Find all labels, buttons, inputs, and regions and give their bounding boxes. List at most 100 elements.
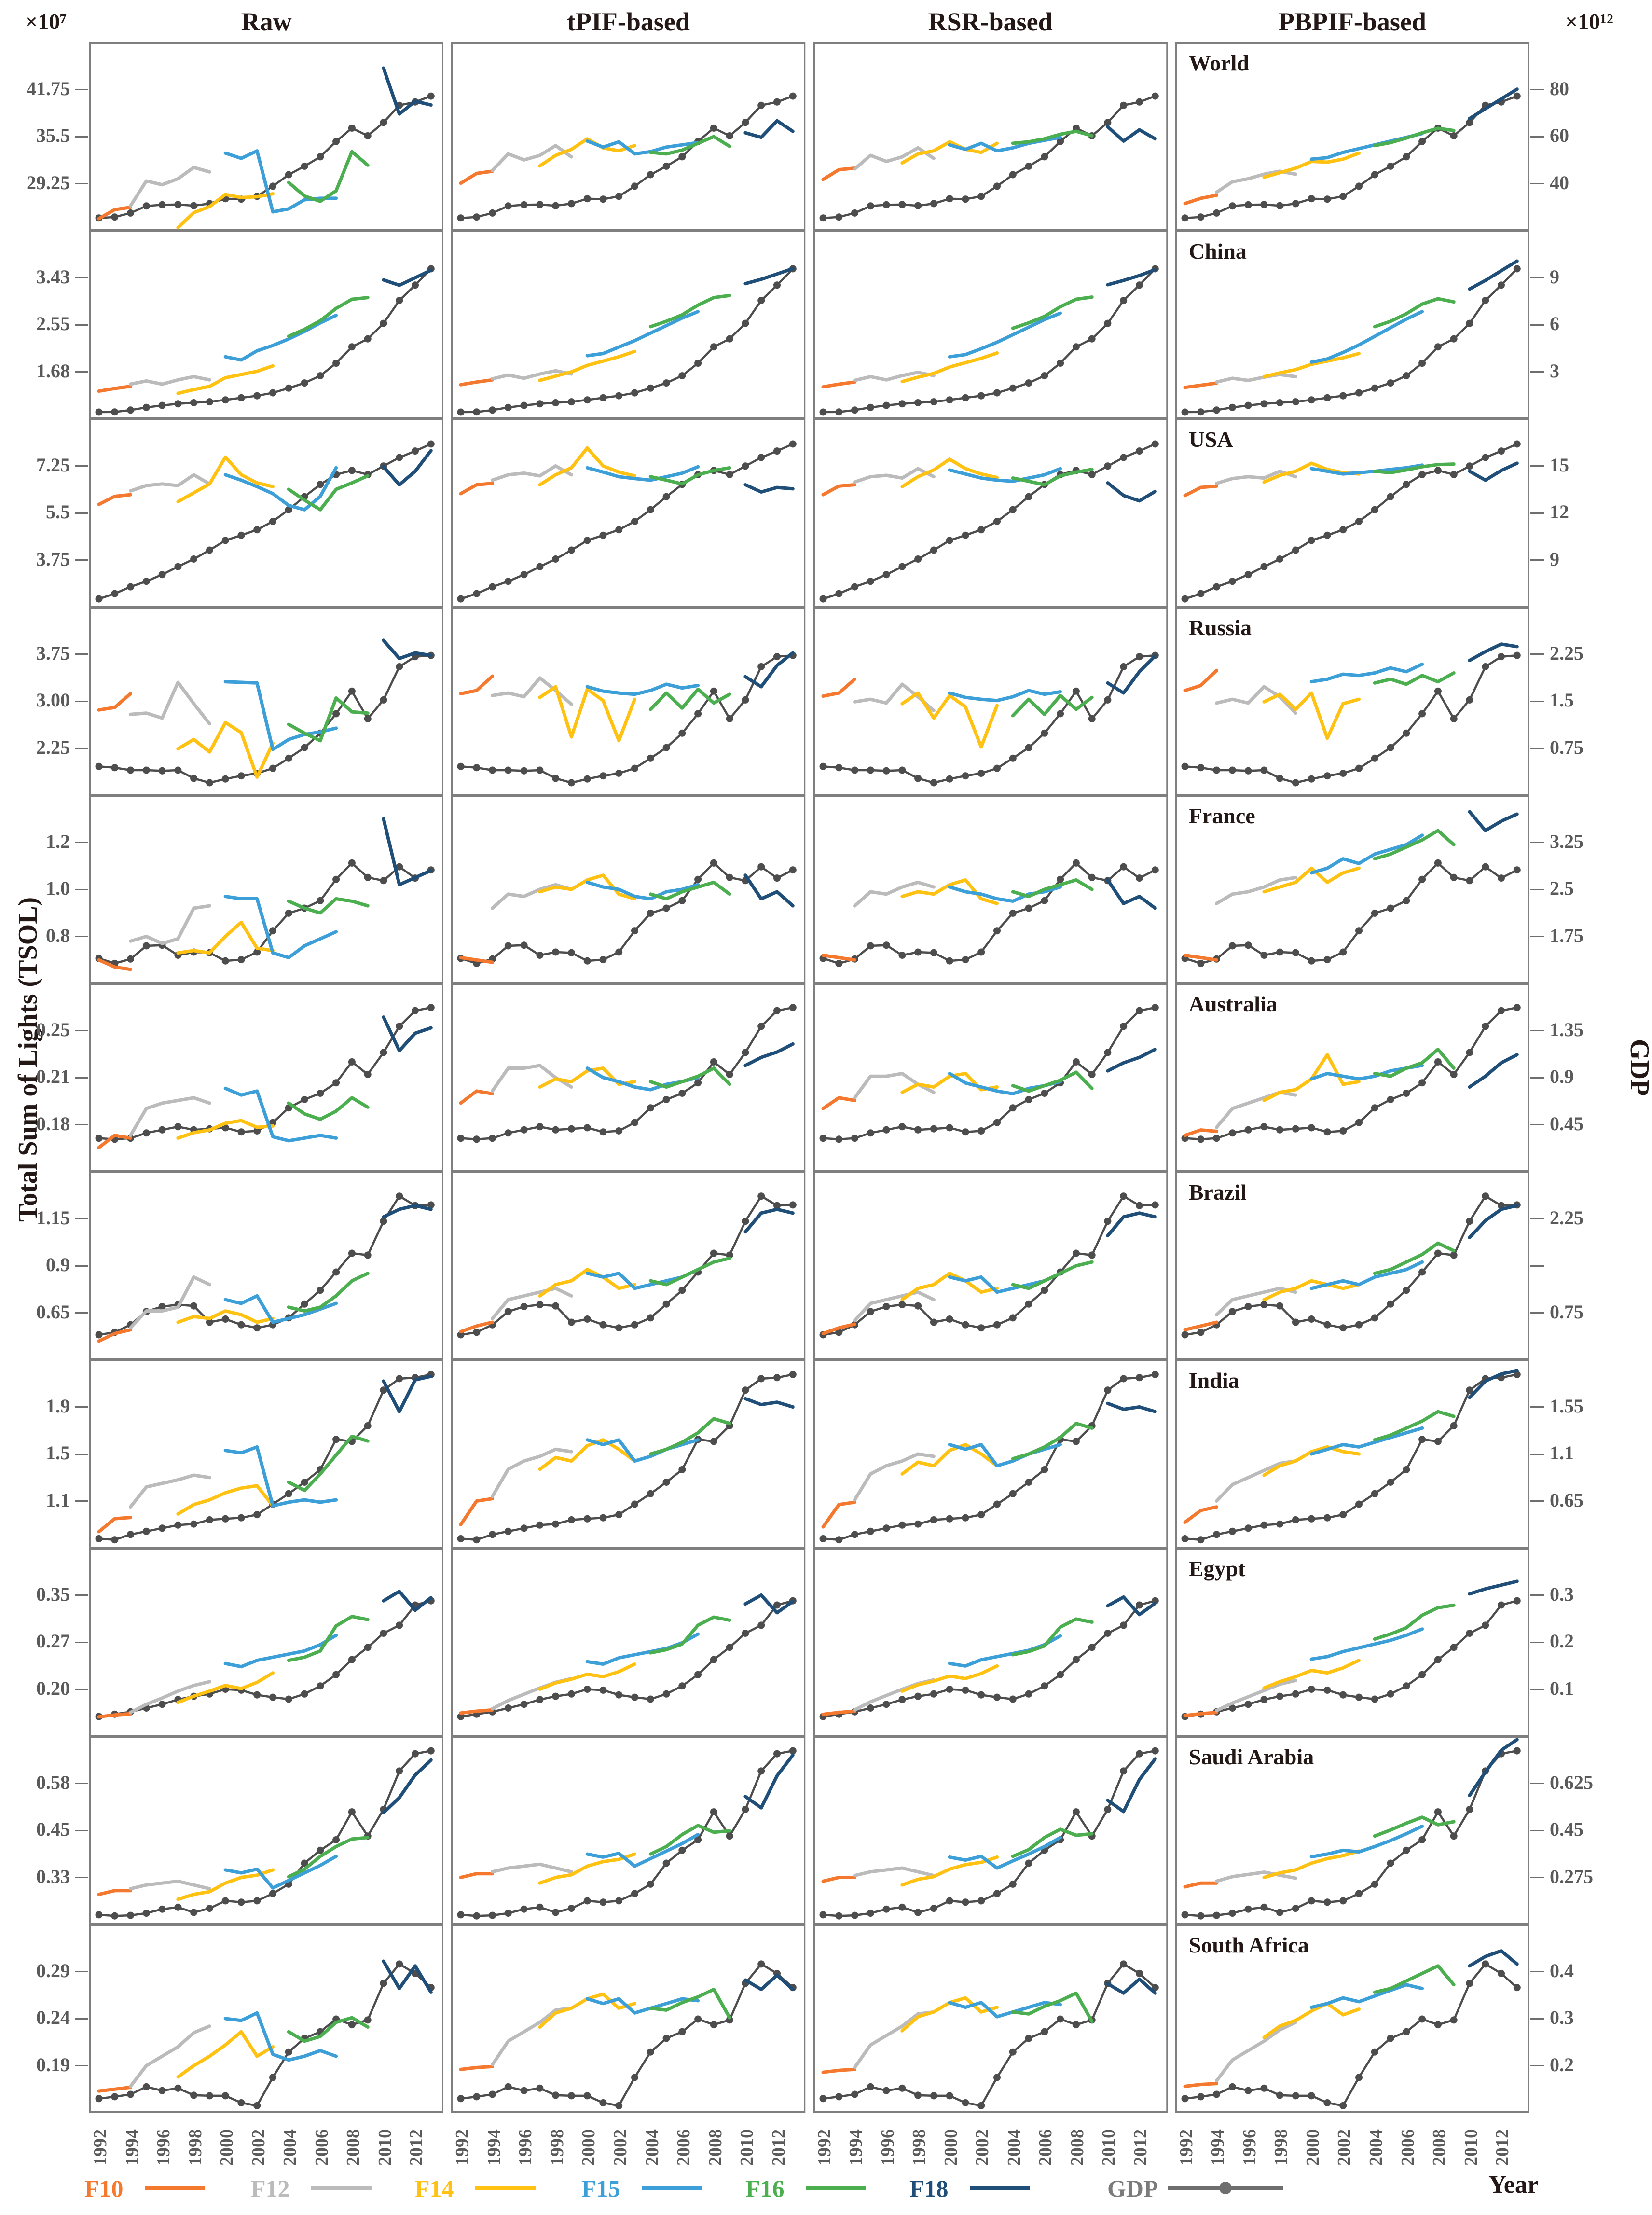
gdp-marker (1434, 859, 1442, 867)
gdp-marker (930, 949, 937, 956)
gdp-marker (583, 957, 591, 965)
f10-line (97, 206, 132, 221)
gdp-marker (583, 775, 591, 783)
panel-australia-rsr-based (813, 983, 1168, 1172)
gdp-marker (237, 1128, 245, 1136)
f15-line (585, 139, 700, 156)
f18-line (382, 1959, 433, 1994)
gdp-marker (1292, 398, 1299, 406)
gdp-marker (127, 955, 134, 963)
gdp-marker (332, 875, 340, 883)
gdp-marker (237, 1321, 245, 1329)
gdp-line (98, 268, 432, 414)
gdp-marker (253, 392, 261, 400)
f14-line (900, 457, 999, 488)
gdp-marker (882, 201, 890, 208)
gdp-marker (396, 1621, 403, 1629)
right-tick-mark (1530, 2065, 1544, 2066)
gdp-marker (1513, 1004, 1521, 1011)
gdp-marker (1418, 1836, 1426, 1843)
gdp-marker (710, 1058, 718, 1066)
right-tick-label: 80 (1550, 77, 1569, 99)
gdp-line (1184, 1194, 1517, 1336)
f14-line (538, 873, 637, 900)
f16-line (649, 293, 731, 329)
gdp-marker (1025, 744, 1032, 751)
f18-line (1468, 1053, 1519, 1089)
f12-line (129, 1879, 211, 1891)
gdp-marker (190, 2091, 198, 2099)
gdp-marker (1387, 379, 1394, 387)
gdp-marker (819, 1135, 826, 1142)
gdp-marker (221, 1897, 229, 1905)
gdp-marker (631, 1693, 639, 1701)
gdp-marker (364, 715, 372, 722)
gdp-marker (348, 124, 356, 132)
f18-line (382, 1204, 433, 1219)
f18-line (382, 449, 433, 486)
gdp-marker (882, 571, 890, 579)
f15-line (948, 689, 1062, 703)
gdp-line (823, 1600, 1156, 1718)
gdp-marker (1292, 949, 1299, 956)
gdp-marker (1497, 1969, 1505, 1977)
gdp-marker (647, 1880, 655, 1888)
gdp-marker (1292, 1516, 1299, 1523)
f15-line (585, 310, 700, 358)
gdp-marker (1450, 1071, 1458, 1078)
gdp-marker (615, 2102, 623, 2109)
gdp-marker (1135, 874, 1143, 882)
gdp-marker (662, 1479, 670, 1486)
f16-line (649, 1824, 731, 1856)
gdp-marker (1228, 766, 1236, 774)
gdp-marker (710, 124, 718, 132)
gdp-marker (285, 1695, 292, 1703)
gdp-marker (1513, 651, 1521, 659)
gdp-marker (317, 372, 324, 380)
left-tick-label: 0.20 (36, 1677, 70, 1699)
f18-line (743, 1042, 795, 1067)
gdp-marker (1072, 859, 1080, 867)
gdp-marker (1355, 927, 1363, 935)
gdp-marker (678, 1846, 686, 1854)
gdp-marker (631, 182, 639, 190)
f12-line (491, 144, 574, 172)
gdp-marker (946, 537, 953, 544)
gdp-marker (174, 563, 182, 570)
gdp-marker (851, 1135, 858, 1142)
gdp-marker (773, 653, 781, 661)
gdp-marker (1466, 1386, 1473, 1394)
x-tick-label: 2012 (768, 2129, 789, 2166)
gdp-marker (332, 1836, 340, 1843)
panel-saudi-arabia-rsr-based (813, 1736, 1168, 1924)
gdp-marker (1212, 766, 1220, 774)
x-tick-label: 2012 (1130, 2129, 1151, 2166)
panel-russia-pbpif-based (1175, 607, 1529, 795)
left-tick-label: 0.29 (36, 1959, 70, 1981)
gdp-marker (457, 2095, 465, 2103)
gdp-marker (678, 2028, 686, 2035)
f16-line (1011, 1827, 1094, 1858)
gdp-marker (1009, 1880, 1017, 1888)
gdp-marker (1339, 1691, 1347, 1699)
left-tick-mark (75, 1689, 88, 1690)
f18-line (1105, 1048, 1157, 1073)
f15-line (948, 1443, 1062, 1467)
f14-line (176, 192, 275, 230)
gdp-marker (317, 1846, 324, 1854)
f18-line (743, 119, 795, 139)
gdp-marker (710, 859, 718, 867)
gdp-marker (396, 454, 403, 461)
gdp-marker (457, 1535, 465, 1542)
gdp-marker (364, 335, 372, 343)
f16-line (287, 1434, 370, 1493)
gdp-marker (1009, 754, 1017, 762)
gdp-marker (489, 583, 496, 591)
gdp-marker (835, 1536, 842, 1544)
gdp-line (460, 1962, 794, 2107)
gdp-marker (301, 162, 308, 170)
panel-border (1175, 419, 1529, 607)
gdp-line (1184, 1006, 1517, 1141)
gdp-marker (1103, 696, 1111, 704)
f10-line (97, 385, 132, 393)
